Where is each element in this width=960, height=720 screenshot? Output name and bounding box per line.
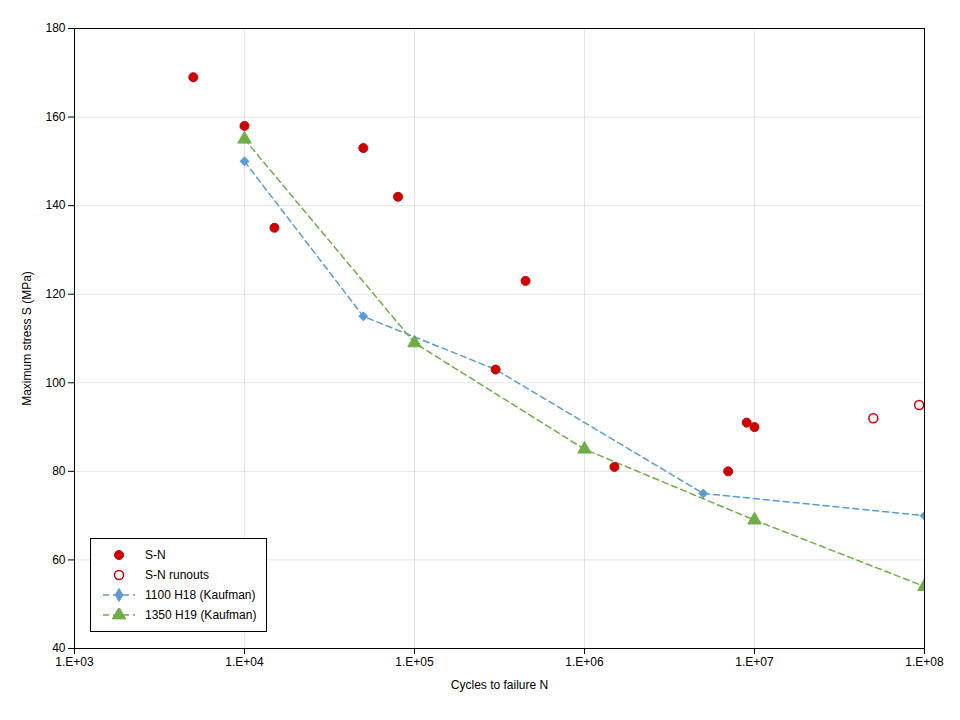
html-text:S-N runouts: S-N runouts: [145, 568, 209, 582]
svg-text:80: 80: [52, 464, 66, 478]
svg-text:140: 140: [45, 198, 65, 212]
svg-text:160: 160: [45, 110, 65, 124]
svg-text:40: 40: [52, 641, 66, 655]
svg-text:60: 60: [52, 553, 66, 567]
svg-text:1.E+07: 1.E+07: [735, 655, 774, 669]
svg-text:Cycles to failure N: Cycles to failure N: [451, 678, 548, 692]
svg-text:1.E+08: 1.E+08: [905, 655, 944, 669]
svg-text:180: 180: [45, 21, 65, 35]
svg-text:Maximum stress S (MPa): Maximum stress S (MPa): [20, 271, 34, 406]
svg-text:1.E+04: 1.E+04: [225, 655, 264, 669]
svg-text:120: 120: [45, 287, 65, 301]
html-text:1100 H18 (Kaufman): 1100 H18 (Kaufman): [145, 588, 256, 602]
html-text:1350 H19 (Kaufman): 1350 H19 (Kaufman): [145, 608, 257, 622]
svg-text:1.E+05: 1.E+05: [395, 655, 434, 669]
svg-text:100: 100: [45, 376, 65, 390]
svg-text:1.E+03: 1.E+03: [55, 655, 94, 669]
svg-text:1.E+06: 1.E+06: [565, 655, 604, 669]
html-text:S-N: S-N: [145, 548, 166, 562]
